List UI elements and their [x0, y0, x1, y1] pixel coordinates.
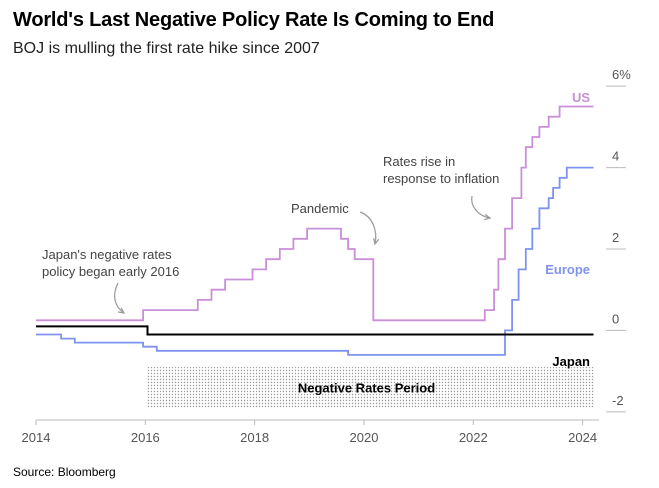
y-tick-label: 6%	[612, 67, 631, 82]
x-tick-label: 2022	[459, 430, 488, 445]
negative-rates-label: Negative Rates Period	[298, 380, 435, 395]
y-tick-label: -2	[612, 393, 624, 408]
x-tick-label: 2014	[22, 430, 51, 445]
x-tick-label: 2020	[350, 430, 379, 445]
annotation-text: Rates rise in	[383, 154, 455, 169]
series-us-line	[36, 105, 594, 322]
series-label-us: US	[572, 90, 590, 105]
annotation-arrowhead	[484, 214, 492, 221]
series-japan-line	[36, 325, 594, 336]
y-tick-label: 4	[612, 149, 619, 164]
negative-rates-region	[147, 367, 594, 408]
x-tick-label: 2018	[240, 430, 269, 445]
annotation-arrowhead	[117, 307, 126, 314]
x-tick-label: 2016	[131, 430, 160, 445]
series-label-japan: Japan	[552, 354, 590, 369]
x-tick-label: 2024	[568, 430, 597, 445]
annotation-arrow	[359, 211, 377, 245]
source-note: Source: Bloomberg	[13, 465, 116, 479]
annotation-text: Pandemic	[291, 201, 349, 216]
annotation-text: response to inflation	[383, 171, 499, 186]
series-label-europe: Europe	[545, 262, 590, 277]
y-tick-label: 2	[612, 230, 619, 245]
annotation-text: policy began early 2016	[42, 264, 179, 279]
y-tick-label: 0	[612, 311, 619, 326]
annotation-arrow	[114, 282, 125, 314]
annotation-arrowhead	[373, 238, 380, 246]
series-europe-line	[36, 166, 594, 356]
annotation-text: Japan's negative rates	[42, 247, 172, 262]
chart-subtitle: BOJ is mulling the first rate hike since…	[13, 40, 320, 57]
annotation-arrow	[471, 195, 491, 219]
chart-title: World's Last Negative Policy Rate Is Com…	[13, 9, 495, 31]
